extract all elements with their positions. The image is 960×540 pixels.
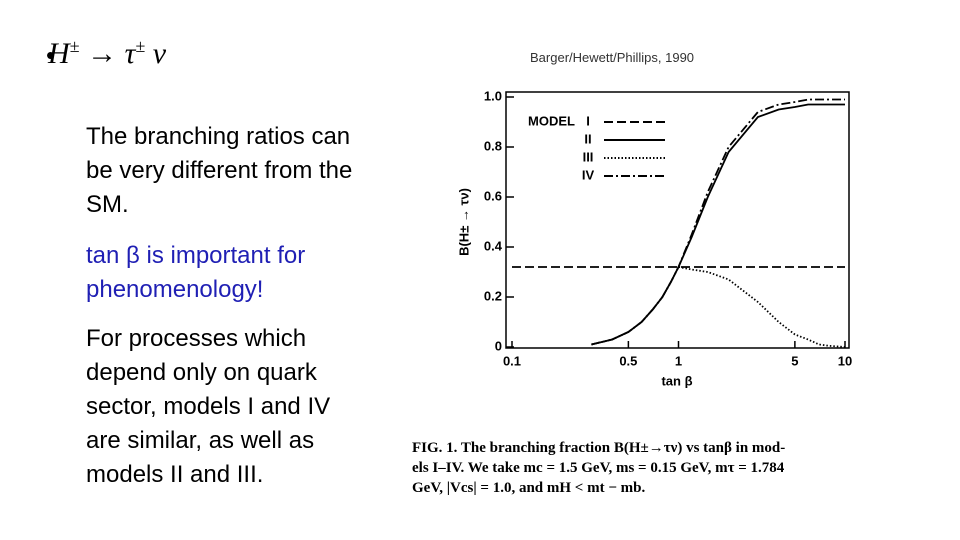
paragraph: The branching ratios can be very differe… — [86, 123, 353, 218]
y-tick-label: 1.0 — [484, 88, 502, 103]
y-tick-label: 0.4 — [484, 238, 503, 253]
legend-label: IV — [582, 167, 595, 182]
legend-title: MODEL — [528, 113, 575, 128]
caption-line: GeV, |Vcs| = 1.0, and mH < mt − mb. — [412, 480, 646, 496]
title-sup: ± — [69, 36, 80, 56]
series-line — [591, 265, 846, 348]
series-line — [591, 98, 845, 346]
legend-label: I — [586, 113, 590, 128]
bullet: • — [46, 40, 56, 70]
x-tick-label: 0.1 — [503, 353, 521, 368]
caption-line: els I–IV. We take mc = 1.5 GeV, ms = 0.1… — [412, 460, 785, 476]
slide-title: H± → τ± ν — [48, 36, 166, 71]
x-tick-label: 5 — [791, 353, 798, 368]
title-part: ν — [152, 37, 167, 70]
title-part: H — [48, 37, 70, 70]
x-axis-label: tan β — [661, 373, 692, 388]
paragraph: tan β is important for phenomenology! — [86, 242, 306, 303]
y-tick-label: 0.6 — [484, 188, 502, 203]
caption-line: FIG. 1. The branching fraction B(H±→τν) … — [412, 440, 786, 456]
legend-label: III — [583, 149, 594, 164]
x-tick-label: 10 — [838, 353, 852, 368]
legend-label: II — [584, 131, 591, 146]
x-tick-label: 1 — [675, 353, 682, 368]
x-tick-label: 0.5 — [619, 353, 637, 368]
y-tick-label: 0.8 — [484, 138, 502, 153]
paragraph: For processes which depend only on quark… — [86, 325, 331, 488]
title-sup: ± — [135, 36, 146, 56]
y-tick-label: 0 — [495, 338, 502, 353]
citation: Barger/Hewett/Phillips, 1990 — [530, 50, 695, 65]
plot-frame — [505, 91, 850, 349]
y-tick-label: 0.2 — [484, 288, 502, 303]
y-axis-label: B(H± → τν) — [456, 188, 471, 256]
title-part: → τ — [87, 37, 136, 70]
